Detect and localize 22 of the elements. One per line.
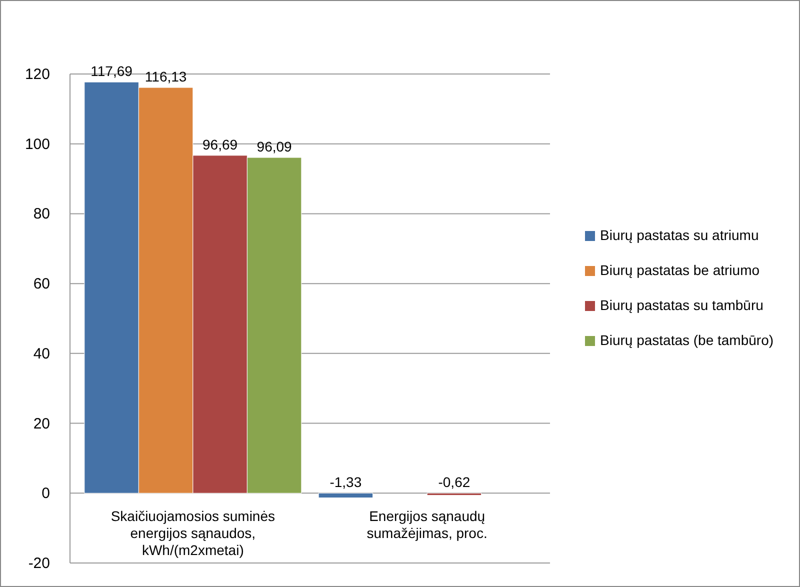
data-label: 96,09: [256, 138, 292, 155]
bar: [426, 492, 482, 496]
y-tick-label: 20: [33, 415, 50, 432]
data-label: -0,62: [438, 474, 470, 490]
y-tick-label: 60: [33, 276, 50, 293]
data-label: -1,33: [330, 474, 362, 490]
x-tick-label: Energijos sąnaudų sumažėjimas, proc.: [366, 508, 488, 542]
y-tick-label: -20: [28, 555, 50, 572]
y-tick-label: 120: [24, 66, 50, 83]
y-tick-label: 0: [42, 485, 50, 502]
y-tick-label: 100: [24, 136, 50, 153]
legend-label: Biurų pastatas su tambūru: [600, 297, 764, 313]
data-label: 117,69: [90, 63, 133, 80]
legend-label: Biurų pastatas su atriumu: [600, 227, 759, 243]
y-tick-label: 40: [33, 345, 50, 362]
x-tick-label: Skaičiuojamosios suminės energijos sąnaudos, kWh/(m2xmetai): [110, 508, 276, 558]
legend-label: Biurų pastatas (be tambūro): [600, 332, 774, 348]
data-label: 116,13: [144, 68, 187, 85]
data-label: 96,69: [202, 136, 238, 152]
legend-label: Biurų pastatas be atriumo: [600, 262, 760, 278]
y-tick-label: 80: [33, 206, 50, 223]
bar: [318, 492, 374, 498]
